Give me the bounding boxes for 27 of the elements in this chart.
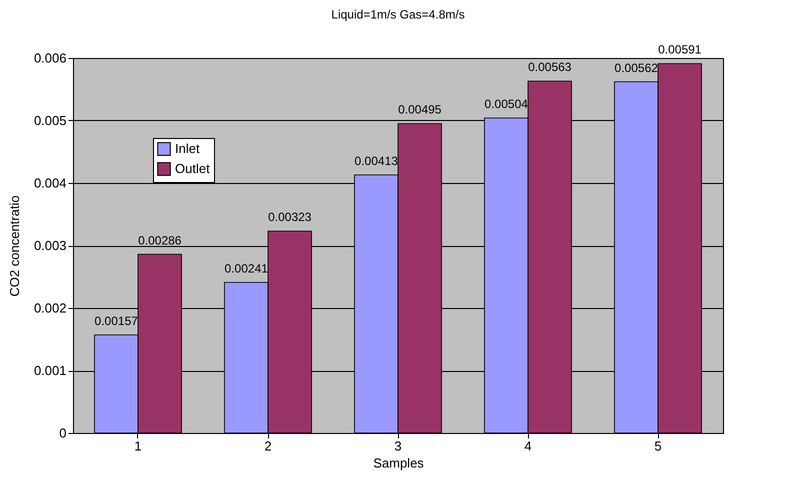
y-tick-label: 0.006 <box>34 50 66 66</box>
y-tick-label: 0.003 <box>34 238 66 253</box>
data-label: 0.00286 <box>138 233 182 248</box>
data-label: 0.00241 <box>224 261 268 276</box>
y-tick-label: 0.002 <box>34 300 66 316</box>
data-label: 0.00591 <box>658 42 702 57</box>
y-axis-title: CO2 concentratio <box>6 195 22 297</box>
x-tick-label: 4 <box>524 438 532 454</box>
data-label: 0.00413 <box>354 154 398 168</box>
y-tick-label: 0 <box>59 426 66 440</box>
x-tick-label: 2 <box>264 438 272 454</box>
x-axis-title: Samples <box>373 456 424 470</box>
data-label: 0.00495 <box>398 102 442 117</box>
y-tick-label: 0.001 <box>34 363 66 378</box>
chart-title: Liquid=1m/s Gas=4.8m/s <box>331 8 465 22</box>
x-tick-label: 5 <box>654 438 662 454</box>
data-label: 0.00504 <box>484 97 528 111</box>
legend-label: Outlet <box>175 161 210 176</box>
y-tick-label: 0.004 <box>34 176 66 190</box>
data-label: 0.00323 <box>268 210 312 224</box>
y-tick-label: 0.005 <box>34 113 66 128</box>
data-label: 0.00563 <box>528 60 572 74</box>
x-tick-label: 1 <box>134 438 142 454</box>
data-label: 0.00157 <box>94 314 138 328</box>
legend-label: Inlet <box>175 141 200 156</box>
x-tick-label: 3 <box>394 438 402 454</box>
data-label: 0.00562 <box>614 60 658 75</box>
